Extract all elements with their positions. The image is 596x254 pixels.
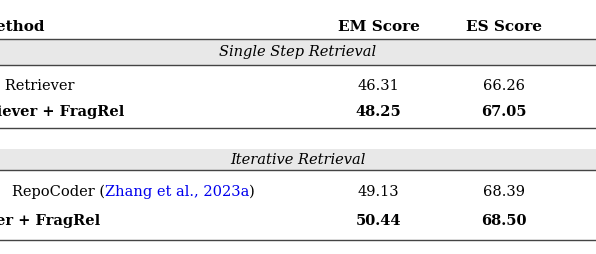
- Text: Vanilla Retriever: Vanilla Retriever: [0, 79, 74, 93]
- Text: Zhang et al., 2023a: Zhang et al., 2023a: [105, 185, 249, 199]
- Text: 49.13: 49.13: [358, 185, 399, 199]
- Text: Method: Method: [0, 20, 45, 34]
- Text: ): ): [249, 185, 255, 199]
- Text: 48.25: 48.25: [356, 105, 401, 119]
- Text: 68.39: 68.39: [483, 185, 524, 199]
- Text: RepoCoder + FragRel: RepoCoder + FragRel: [0, 214, 101, 228]
- Bar: [0, 149, 596, 170]
- Text: Single Step Retrieval: Single Step Retrieval: [219, 45, 377, 59]
- Text: Iterative Retrieval: Iterative Retrieval: [230, 153, 366, 167]
- Text: 66.26: 66.26: [483, 79, 524, 93]
- Text: ES Score: ES Score: [465, 20, 542, 34]
- Text: 67.05: 67.05: [481, 105, 526, 119]
- Bar: [0, 39, 596, 65]
- Text: Vanilla Retriever + FragRel: Vanilla Retriever + FragRel: [0, 105, 125, 119]
- Text: 50.44: 50.44: [356, 214, 401, 228]
- Text: EM Score: EM Score: [337, 20, 420, 34]
- Text: 68.50: 68.50: [481, 214, 526, 228]
- Text: RepoCoder (: RepoCoder (: [12, 185, 105, 199]
- Text: 46.31: 46.31: [358, 79, 399, 93]
